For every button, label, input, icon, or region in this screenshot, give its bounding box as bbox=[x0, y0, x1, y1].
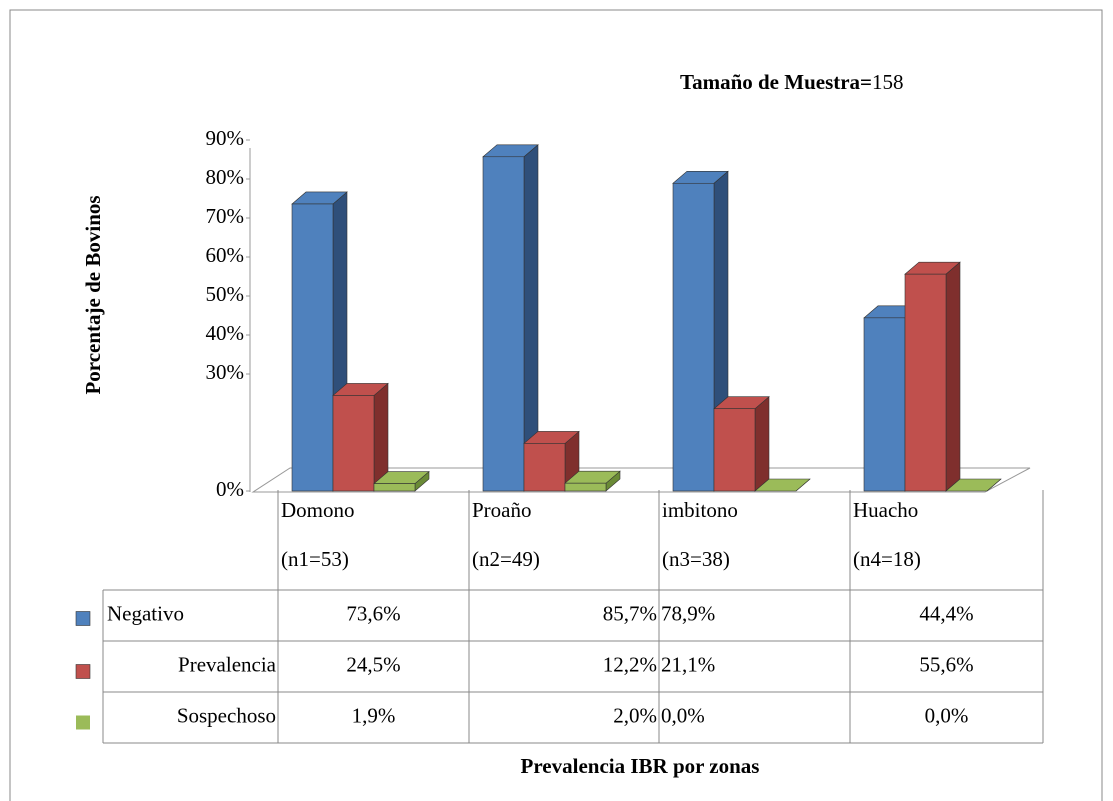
y-tick-label: 70% bbox=[206, 204, 245, 228]
legend-label: Sospechoso bbox=[177, 703, 276, 727]
legend-swatch bbox=[75, 611, 91, 626]
bar bbox=[904, 273, 947, 492]
bar bbox=[482, 156, 525, 492]
y-tick-label: 60% bbox=[206, 243, 245, 267]
x-axis-label: Prevalencia IBR por zonas bbox=[521, 754, 760, 778]
bar bbox=[332, 395, 375, 492]
sample-size-label: Tamaño de Muestra= bbox=[680, 70, 872, 94]
bar bbox=[373, 483, 416, 492]
value-label: 12,2% bbox=[603, 652, 657, 676]
bar-top bbox=[754, 478, 811, 492]
y-axis-label: Porcentaje de Bovinos bbox=[81, 195, 105, 394]
bar bbox=[863, 317, 906, 492]
value-label: 1,9% bbox=[352, 703, 396, 727]
value-label: 0,0% bbox=[925, 703, 969, 727]
legend-label: Prevalencia bbox=[178, 652, 277, 676]
y-tick-label: 0% bbox=[216, 477, 244, 501]
value-label: 85,7% bbox=[603, 601, 657, 625]
sample-size-value: 158 bbox=[872, 70, 904, 94]
value-label: 21,1% bbox=[661, 652, 715, 676]
bar bbox=[523, 443, 566, 492]
y-tick-label: 90% bbox=[206, 126, 245, 150]
category-label: imbitono bbox=[662, 498, 738, 522]
value-label: 73,6% bbox=[346, 601, 400, 625]
floor bbox=[251, 467, 1031, 493]
value-label: 2,0% bbox=[613, 703, 657, 727]
bar bbox=[672, 182, 715, 492]
value-label: 44,4% bbox=[919, 601, 973, 625]
category-label: Proaño bbox=[472, 498, 532, 522]
category-label: (n3=38) bbox=[662, 547, 730, 571]
bar bbox=[564, 482, 607, 492]
bar-side bbox=[945, 261, 961, 492]
sample-size: Tamaño de Muestra=158 bbox=[680, 70, 904, 94]
legend-swatch bbox=[76, 715, 90, 730]
y-tick-label: 40% bbox=[206, 321, 245, 345]
y-tick-label: 50% bbox=[206, 282, 245, 306]
legend-label: Negativo bbox=[107, 601, 184, 625]
value-label: 0,0% bbox=[661, 703, 705, 727]
value-label: 24,5% bbox=[346, 652, 400, 676]
legend-swatch bbox=[75, 664, 91, 679]
category-label: (n1=53) bbox=[281, 547, 349, 571]
bar bbox=[291, 203, 334, 492]
category-label: Huacho bbox=[853, 498, 918, 522]
category-label: (n2=49) bbox=[472, 547, 540, 571]
bar-side bbox=[754, 396, 770, 492]
category-label: (n4=18) bbox=[853, 547, 921, 571]
chart-border bbox=[9, 9, 1103, 801]
bar bbox=[713, 408, 756, 492]
y-tick-label: 30% bbox=[206, 360, 245, 384]
value-label: 55,6% bbox=[919, 652, 973, 676]
bar-top bbox=[945, 478, 1002, 492]
y-tick-label: 80% bbox=[206, 165, 245, 189]
value-label: 78,9% bbox=[661, 601, 715, 625]
category-label: Domono bbox=[281, 498, 355, 522]
